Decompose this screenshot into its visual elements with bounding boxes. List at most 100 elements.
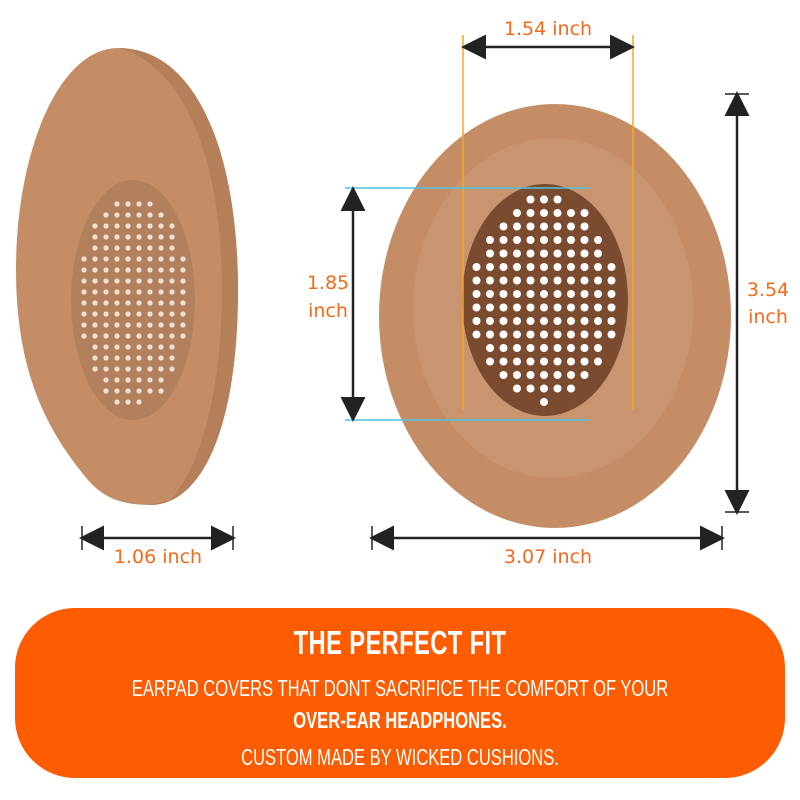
perforation-dot (136, 234, 142, 240)
perforation-dot (499, 317, 508, 325)
perforation-dot (513, 263, 521, 271)
perforation-dot (513, 249, 521, 258)
perforation-dot (147, 322, 153, 328)
perforation-dot (103, 311, 109, 317)
perforation-dot (136, 399, 142, 405)
perforation-dot (553, 357, 562, 366)
perforation-dot (92, 355, 98, 361)
perforation-dot (158, 212, 164, 218)
banner-title: THE PERFECT FIT (293, 624, 507, 661)
perforation-dot (114, 399, 120, 405)
perforation-dot (92, 278, 98, 284)
perforation-dot (147, 223, 153, 229)
perforation-dot (513, 357, 521, 366)
perforation-dot (169, 300, 175, 306)
perforation-dot (92, 289, 98, 295)
perforation-dot (540, 236, 548, 244)
perforation-dot (540, 290, 548, 298)
perforation-dot (486, 330, 494, 339)
perforation-dot (158, 366, 164, 372)
perforation-dot (169, 311, 175, 317)
perforation-dot (158, 256, 164, 262)
perforation-dot (103, 234, 109, 240)
perforation-dot (136, 256, 142, 262)
perforation-dot (136, 278, 142, 284)
perforation-dot (114, 212, 120, 218)
perforation-dot (92, 256, 98, 262)
perforation-dot (169, 267, 175, 273)
perforation-dot (125, 355, 131, 361)
perforation-dot (553, 276, 562, 285)
perforation-dot (114, 278, 120, 284)
perforation-dot (114, 256, 120, 262)
perforation-dot (103, 212, 109, 218)
perforation-dot (486, 276, 494, 285)
perforation-dot (169, 366, 175, 372)
perforation-dot (567, 209, 575, 217)
perforation-dot (147, 377, 153, 383)
perforation-dot (526, 222, 535, 231)
perforation-dot (567, 249, 575, 258)
perforation-dot (526, 195, 535, 204)
perforation-dot (567, 276, 575, 285)
perforation-dot (114, 234, 120, 240)
perforation-dot (540, 195, 548, 204)
inner-height-value: 1.85 (306, 272, 350, 294)
perforation-dot (553, 303, 562, 312)
perforation-dot (594, 290, 602, 298)
perforation-dot (125, 278, 131, 284)
perforation-dot (607, 290, 616, 298)
perforation-dot (526, 317, 535, 325)
perforation-dot (180, 333, 186, 339)
perforation-dot (158, 267, 164, 273)
perforation-dot (114, 366, 120, 372)
perforation-dot (103, 377, 109, 383)
perforation-dot (513, 371, 521, 379)
inner-width-label: 1.54 inch (503, 18, 593, 40)
perforation-dot (114, 300, 120, 306)
perforation-dot (180, 289, 186, 295)
perforation-dot (103, 300, 109, 306)
perforation-dot (169, 256, 175, 262)
perforation-dot (169, 278, 175, 284)
perforation-dot (158, 223, 164, 229)
perforation-dot (486, 317, 494, 325)
perforation-dot (580, 209, 589, 217)
perforation-dot (553, 344, 562, 352)
perforation-dot (472, 263, 481, 271)
perforation-dot (580, 222, 589, 231)
perforation-dot (158, 377, 164, 383)
perforation-dot (486, 236, 494, 244)
perforation-dot (158, 289, 164, 295)
perforation-dot (553, 317, 562, 325)
perforation-dot (147, 245, 153, 251)
perforation-dot (540, 317, 548, 325)
perforation-dot (553, 195, 562, 204)
perforation-dot (125, 201, 131, 207)
perforation-dot (607, 276, 616, 285)
perforation-dot (594, 344, 602, 352)
perforation-dot (486, 263, 494, 271)
perforation-dot (526, 384, 535, 393)
banner-line-3: CUSTOM MADE BY WICKED CUSHIONS. (241, 744, 559, 770)
perforation-dot (147, 289, 153, 295)
perforation-dot (513, 317, 521, 325)
perforation-dots-right (472, 195, 616, 406)
perforation-dot (125, 322, 131, 328)
perforation-dot (513, 330, 521, 339)
perfect-fit-banner: THE PERFECT FIT EARPAD COVERS THAT DONT … (15, 608, 785, 778)
perforation-dot (147, 234, 153, 240)
perforation-dot (169, 333, 175, 339)
perforation-dot (180, 256, 186, 262)
perforation-dot (513, 303, 521, 312)
perforation-dot (125, 245, 131, 251)
perforation-dot (125, 289, 131, 295)
perforation-dot (594, 303, 602, 312)
perforation-dot (499, 276, 508, 285)
perforation-dot (607, 303, 616, 312)
perforation-dot (169, 234, 175, 240)
perforation-dot (580, 344, 589, 352)
perforation-dot (580, 290, 589, 298)
perforation-dot (125, 234, 131, 240)
